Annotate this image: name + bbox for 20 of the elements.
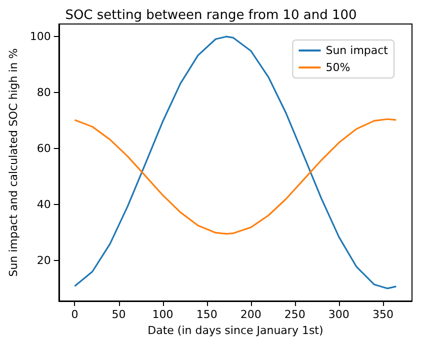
y-axis-title: Sun impact and calculated SOC high in % — [7, 48, 20, 277]
line-series — [74, 36, 397, 290]
y-tick-label: 20 — [36, 254, 51, 267]
legend-label: Sun impact — [326, 44, 389, 57]
x-tick-label: 100 — [152, 308, 174, 321]
x-axis-title: Date (in days since January 1st) — [148, 324, 324, 337]
x-tick-label: 200 — [240, 308, 262, 321]
x-tick-label: 50 — [112, 308, 126, 321]
x-tick-label: 150 — [196, 308, 218, 321]
y-tick-label: 40 — [36, 198, 51, 211]
chart-title: SOC setting between range from 10 and 100 — [65, 8, 357, 23]
line-series — [74, 118, 397, 235]
x-tick-label: 250 — [284, 308, 306, 321]
y-tick-label: 100 — [30, 30, 51, 44]
x-tick-label: 0 — [71, 308, 78, 321]
y-tick-label: 60 — [36, 142, 51, 156]
y-tick-label: 80 — [36, 86, 51, 100]
legend-label: 50% — [326, 61, 350, 74]
x-tick-label: 350 — [372, 308, 394, 321]
x-tick-label: 300 — [328, 308, 350, 321]
